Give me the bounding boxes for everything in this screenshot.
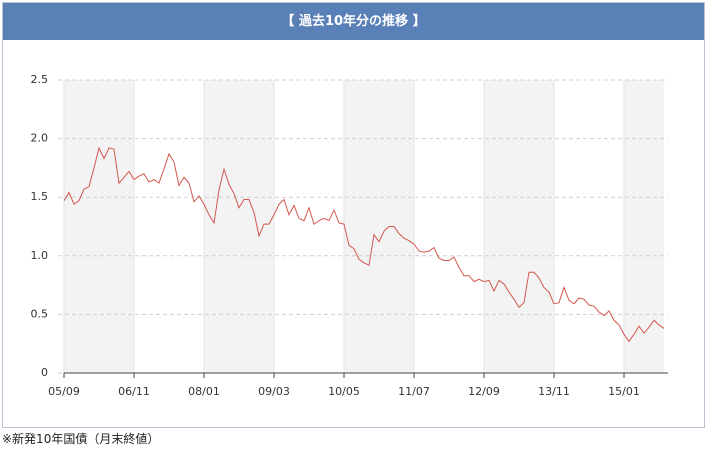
x-tick-label: 13/11	[538, 385, 570, 398]
y-tick-label: 0.5	[31, 307, 49, 320]
footnote: ※新発10年国債（月末終値）	[2, 432, 160, 446]
y-tick-label: 2.0	[31, 132, 49, 145]
x-tick-label: 15/01	[608, 385, 640, 398]
x-tick-label: 06/11	[118, 385, 150, 398]
x-tick-label: 12/09	[468, 385, 500, 398]
y-tick-label: 1.5	[31, 190, 49, 203]
shaded-band	[204, 80, 274, 373]
x-tick-label: 10/05	[328, 385, 360, 398]
shaded-band	[344, 80, 414, 373]
x-tick-label: 05/09	[48, 385, 80, 398]
y-tick-label: 1.0	[31, 249, 49, 262]
shaded-band	[624, 80, 664, 373]
x-tick-label: 11/07	[398, 385, 430, 398]
x-tick-label: 08/01	[188, 385, 220, 398]
data-line	[63, 146, 665, 343]
chart-title: 【 過去10年分の推移 】	[3, 3, 704, 40]
shaded-band	[64, 80, 134, 373]
shaded-band	[484, 80, 554, 373]
y-tick-label: 0	[41, 366, 48, 379]
x-tick-label: 09/03	[258, 385, 290, 398]
y-tick-label: 2.5	[31, 73, 49, 86]
chart: 0 0.5 1.0 1.5 2.0 2.5 05/09 06/11 08/01 09/03 10/0…	[31, 73, 668, 398]
chart-frame: 【 過去10年分の推移 】	[2, 2, 705, 428]
